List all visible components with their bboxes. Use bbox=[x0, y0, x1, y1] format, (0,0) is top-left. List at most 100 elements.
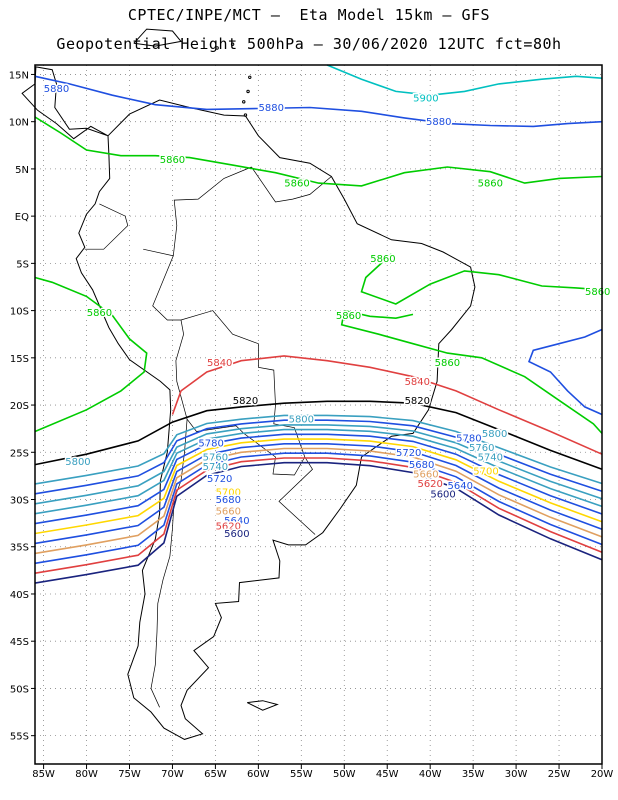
contour-label-5720: 5720 bbox=[207, 474, 232, 485]
contour-labels: 5900 5880 5880 5880 5860 5860 5860 5860 5860 5860… bbox=[42, 83, 612, 542]
contour-label-5780: 5780 bbox=[198, 438, 223, 449]
contour-label-5860: 5860 bbox=[336, 311, 361, 322]
country-border bbox=[175, 319, 306, 476]
x-tick-label: 35W bbox=[462, 769, 485, 780]
x-tick-label: 30W bbox=[505, 769, 528, 780]
country-border bbox=[251, 166, 332, 203]
y-tick-label: 35S bbox=[10, 543, 29, 554]
island-dot bbox=[242, 100, 246, 104]
coastline-falklands bbox=[246, 700, 279, 711]
coastline-outline bbox=[21, 28, 476, 740]
contour-5880 bbox=[34, 75, 603, 128]
y-tick-label: EQ bbox=[15, 212, 29, 223]
contour-label-5640: 5640 bbox=[448, 481, 473, 492]
y-tick-label: 10S bbox=[10, 307, 29, 318]
contour-label-5760: 5760 bbox=[469, 443, 494, 454]
contour-label-5860: 5860 bbox=[370, 254, 395, 265]
y-tick-label: 5S bbox=[16, 259, 29, 270]
island-dot bbox=[246, 89, 250, 94]
x-tick-label: 60W bbox=[247, 769, 270, 780]
y-tick-label: 10N bbox=[9, 118, 29, 129]
contour-label-5680: 5680 bbox=[216, 495, 241, 506]
contour-label-5700: 5700 bbox=[216, 487, 241, 498]
contour-5760 bbox=[34, 424, 603, 505]
contour-label-5860: 5860 bbox=[160, 155, 185, 166]
contour-label-5880: 5880 bbox=[44, 84, 69, 95]
contour-label-5600: 5600 bbox=[224, 529, 249, 540]
contour-5860 bbox=[360, 253, 603, 305]
contour-5860 bbox=[340, 310, 603, 434]
y-tick-label: 15S bbox=[10, 354, 29, 365]
country-border bbox=[84, 203, 129, 250]
contour-label-5800: 5800 bbox=[482, 429, 507, 440]
contour-label-5840: 5840 bbox=[405, 377, 430, 388]
x-tick-label: 65W bbox=[204, 769, 227, 780]
y-tick-label: 25S bbox=[10, 448, 29, 459]
x-tick-label: 55W bbox=[290, 769, 313, 780]
contour-label-5660: 5660 bbox=[413, 470, 438, 481]
contour-label-5700: 5700 bbox=[473, 467, 498, 478]
contour-label-5820: 5820 bbox=[405, 396, 430, 407]
y-tick-label: 30S bbox=[10, 496, 29, 507]
contour-5880 bbox=[527, 328, 603, 416]
contour-5720 bbox=[34, 433, 603, 525]
contour-label-5760: 5760 bbox=[203, 453, 228, 464]
contour-label-5880: 5880 bbox=[259, 103, 284, 114]
contour-5740 bbox=[34, 428, 603, 515]
contour-5700 bbox=[34, 438, 603, 535]
contour-label-5800: 5800 bbox=[289, 415, 314, 426]
contour-lines bbox=[34, 64, 603, 584]
contour-5620 bbox=[34, 457, 603, 574]
contour-label-5620: 5620 bbox=[216, 521, 241, 532]
map-frame bbox=[34, 64, 603, 765]
x-tick-label: 20W bbox=[591, 769, 614, 780]
x-tick-label: 70W bbox=[161, 769, 184, 780]
contour-label-5860: 5860 bbox=[478, 179, 503, 190]
contour-label-5900: 5900 bbox=[413, 94, 438, 105]
contour-label-5740: 5740 bbox=[478, 453, 503, 464]
island-dot bbox=[248, 75, 252, 79]
latitude-ticks: 15N 10N 5N EQ 5S 10S 15S 20S 25S 30S 35S 40S 45S 50S 5… bbox=[9, 70, 35, 743]
contour-label-5800: 5800 bbox=[65, 457, 90, 468]
y-tick-label: 50S bbox=[10, 684, 29, 695]
y-tick-label: 15N bbox=[9, 70, 29, 81]
contour-label-5600: 5600 bbox=[430, 489, 455, 500]
y-tick-label: 40S bbox=[10, 590, 29, 601]
contour-5860 bbox=[34, 276, 148, 433]
contour-5840 bbox=[171, 355, 603, 455]
x-tick-label: 50W bbox=[333, 769, 356, 780]
map-title-line1: CPTEC/INPE/MCT – Eta Model 15km – GFS bbox=[127, 6, 491, 24]
y-tick-label: 20S bbox=[10, 401, 29, 412]
contour-5660 bbox=[34, 447, 603, 555]
contour-5900 bbox=[326, 64, 603, 97]
contour-5640 bbox=[34, 452, 603, 565]
contour-5600 bbox=[34, 461, 603, 584]
longitude-ticks: 85W 80W 75W 70W 65W 60W 55W 50W 45W 40W 35W 30W 25W 2… bbox=[32, 764, 613, 780]
map-title-line2: Geopotential Height 500hPa – 30/06/2020 … bbox=[56, 35, 562, 53]
contour-label-5860: 5860 bbox=[284, 179, 309, 190]
contour-label-5860: 5860 bbox=[585, 287, 610, 298]
contour-5680 bbox=[34, 443, 603, 545]
y-tick-label: 55S bbox=[10, 732, 29, 743]
x-tick-label: 40W bbox=[419, 769, 442, 780]
country-border bbox=[143, 166, 252, 257]
contour-5860 bbox=[344, 309, 414, 320]
island-dot bbox=[243, 113, 248, 117]
country-border bbox=[150, 419, 188, 708]
contour-label-5820: 5820 bbox=[233, 396, 258, 407]
contour-5860 bbox=[34, 116, 603, 187]
x-tick-label: 85W bbox=[32, 769, 55, 780]
coastline-hispaniola bbox=[133, 28, 182, 47]
y-tick-label: 45S bbox=[10, 637, 29, 648]
lat-lon-grid bbox=[35, 65, 603, 764]
x-tick-label: 45W bbox=[376, 769, 399, 780]
x-tick-label: 75W bbox=[118, 769, 141, 780]
contour-label-5680: 5680 bbox=[409, 460, 434, 471]
contour-label-5620: 5620 bbox=[417, 479, 442, 490]
contour-5820 bbox=[34, 400, 603, 471]
contour-label-5660: 5660 bbox=[216, 506, 241, 517]
contour-label-5860: 5860 bbox=[435, 358, 460, 369]
y-tick-label: 5N bbox=[15, 165, 29, 176]
contour-label-5840: 5840 bbox=[207, 358, 232, 369]
